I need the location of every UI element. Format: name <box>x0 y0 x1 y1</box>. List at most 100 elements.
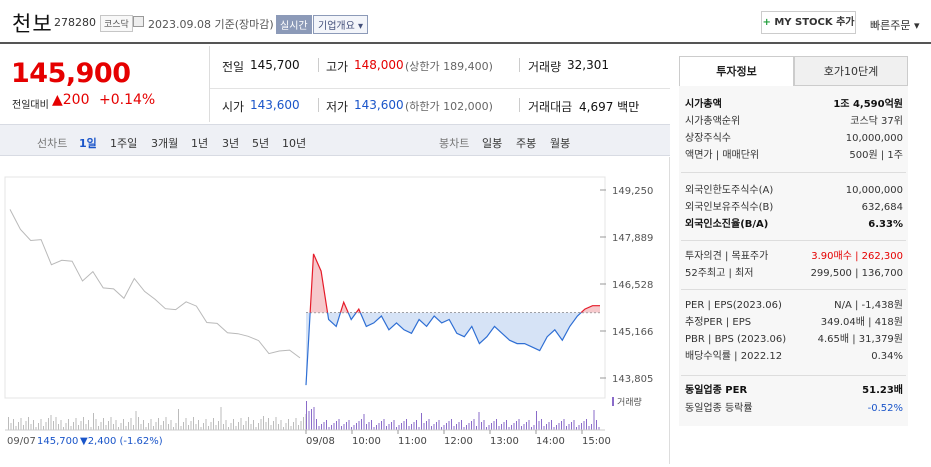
volume-bar <box>558 423 560 430</box>
volume-bar <box>566 426 567 430</box>
invest-row-label: 동일업종 등락률 <box>685 403 753 414</box>
x-tick-label: 14:00 <box>536 436 565 447</box>
invest-row-label: 투자의견 | 목표주가 <box>685 251 769 262</box>
volume-bar <box>541 419 542 430</box>
high-label: 고가 <box>326 60 349 74</box>
volume-bar <box>193 417 194 430</box>
volume-bar <box>523 424 525 430</box>
volume-bar <box>120 423 122 430</box>
divider <box>318 58 319 72</box>
invest-row: 상장주식수 10,000,000 <box>685 131 903 147</box>
volume-bar <box>493 421 495 430</box>
volume-bar <box>411 424 412 430</box>
add-my-stock-button[interactable]: + MY STOCK 추가 <box>761 11 856 34</box>
volume-bar <box>591 424 592 430</box>
volume-bar <box>175 423 177 430</box>
period-3y[interactable]: 3년 <box>222 137 240 150</box>
volume-bar <box>163 421 164 430</box>
volume-bar <box>526 422 527 430</box>
candle-weekly[interactable]: 주봉 <box>516 137 537 150</box>
volume-bar <box>180 426 182 430</box>
volume-bar <box>521 426 522 430</box>
volume-bar <box>536 411 537 430</box>
calendar-icon <box>133 16 144 27</box>
volume-bar <box>298 425 299 430</box>
volume-bar <box>358 421 360 430</box>
volume-bar <box>8 417 9 430</box>
stock-code: 278280 <box>54 16 96 29</box>
volume-bar <box>43 426 44 430</box>
invest-row-value: 299,500 | 136,700 <box>810 268 903 279</box>
volume-bar <box>428 419 430 430</box>
invest-row: PER | EPS(2023.06) N/A | -1,438원 <box>685 298 903 314</box>
volume-bar <box>213 418 214 430</box>
volume-bar <box>306 401 307 430</box>
volume-bar <box>333 423 335 430</box>
invest-row-value: 10,000,000 <box>845 133 903 144</box>
period-1y[interactable]: 1년 <box>191 137 209 150</box>
tab-invest-info[interactable]: 투자정보 <box>679 56 794 86</box>
invest-row: PBR | BPS (2023.06) 4.65배 | 31,379원 <box>685 332 903 348</box>
invest-row-value: -0.52% <box>867 403 903 414</box>
volume-bar <box>421 413 422 430</box>
volume-bar <box>240 418 242 430</box>
invest-row: 동일업종 PER 51.23배 <box>685 383 903 399</box>
volume-bar <box>473 419 475 430</box>
candle-daily[interactable]: 일봉 <box>482 137 503 150</box>
period-1d[interactable]: 1일 <box>79 137 97 150</box>
volume-bar <box>548 422 550 430</box>
volume-bar <box>483 420 485 430</box>
invest-row-value: 3.90매수 | 262,300 <box>811 251 903 262</box>
volume-bar <box>516 421 517 430</box>
volume-bar <box>265 422 267 430</box>
company-overview-dropdown[interactable]: 기업개요 ▾ <box>313 15 368 34</box>
volume-bar <box>38 423 39 430</box>
volume-bar <box>543 426 545 430</box>
realtime-button[interactable]: 실시간 <box>276 15 312 34</box>
period-3m[interactable]: 3개월 <box>151 137 179 150</box>
invest-row-label: 외국인한도주식수(A) <box>685 185 774 196</box>
volume-bar <box>461 420 462 430</box>
y-tick-label: 143,805 <box>612 374 653 385</box>
volume-bar <box>68 419 69 430</box>
volume-bar <box>28 417 29 430</box>
volume-legend-swatch <box>612 397 614 406</box>
volume-bar <box>148 423 149 430</box>
period-1w[interactable]: 1주일 <box>110 137 138 150</box>
quick-order-button[interactable]: 빠른주문 ▾ <box>870 19 920 32</box>
volume-bar <box>578 425 580 430</box>
price-chart-area: 149,250 147,889 146,528 145,166 143,805 거래량 09… <box>0 157 670 464</box>
volume-bar <box>153 426 154 430</box>
volume-bar <box>321 424 322 430</box>
volume-bar <box>531 427 532 430</box>
x-tick-label: 15:00 <box>582 436 611 447</box>
volume-bar <box>173 427 174 430</box>
volume-bar <box>546 424 547 430</box>
x-tick-label: 12:00 <box>444 436 473 447</box>
volume-bar <box>398 425 400 430</box>
volume-bar <box>528 420 530 430</box>
invest-row: 배당수익률 | 2022.12 0.34% <box>685 349 903 365</box>
invest-row-value: 10,000,000 <box>845 185 903 196</box>
period-5y[interactable]: 5년 <box>252 137 270 150</box>
tab-order-book[interactable]: 호가10단계 <box>794 56 908 86</box>
volume-bar <box>331 425 332 430</box>
volume-bar <box>471 421 472 430</box>
volume-bar <box>441 427 442 430</box>
volume-bar <box>20 418 22 430</box>
volume-value: 32,301 <box>567 58 609 72</box>
volume-bar <box>70 426 72 430</box>
volume-bar <box>245 421 247 430</box>
candle-monthly[interactable]: 월봉 <box>550 137 571 150</box>
price-chart[interactable]: 149,250 147,889 146,528 145,166 143,805 거래량 09… <box>0 157 670 464</box>
volume-bar <box>311 409 312 430</box>
period-10y[interactable]: 10년 <box>282 137 307 150</box>
volume-bar <box>451 419 452 430</box>
invest-row-value: 51.23배 <box>862 385 903 396</box>
volume-bar <box>170 420 172 430</box>
volume-bar <box>431 426 432 430</box>
volume-bar <box>258 423 259 430</box>
volume-bar <box>295 418 297 430</box>
volume-bar <box>313 407 315 430</box>
x-tick-label: 11:00 <box>398 436 427 447</box>
